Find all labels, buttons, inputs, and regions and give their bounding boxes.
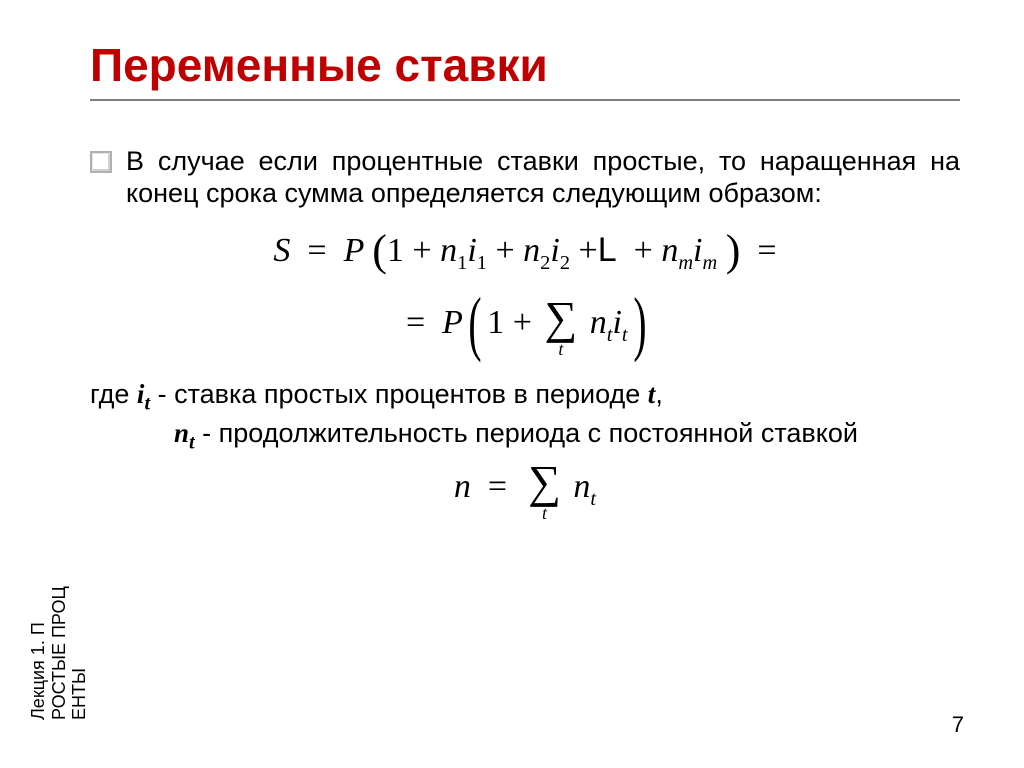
formula-line-1: S = P (1 + n1i1 + n2i2 +L + nmim ) =: [90, 229, 960, 273]
slide-title: Переменные ставки: [90, 40, 960, 91]
formula-line-3: n = ∑ t nt: [90, 459, 960, 520]
formula-line-2: = P ( 1 + ∑ t ntit ): [90, 295, 960, 356]
explain-n: nt - продолжительность периода с постоян…: [90, 417, 960, 456]
square-bullet-icon: [90, 151, 112, 173]
sigma-icon: ∑ t: [528, 459, 561, 520]
explain-i-desc: - ставка простых процентов в периоде: [150, 379, 648, 409]
explain-comma: ,: [655, 379, 663, 409]
slide-content: Переменные ставки В случае если процентн…: [90, 40, 960, 520]
var-n: n: [174, 418, 189, 448]
page-number: 7: [952, 712, 964, 738]
bullet-item: В случае если процентные ставки простые,…: [90, 145, 960, 210]
where-label: где: [90, 379, 137, 409]
title-container: Переменные ставки: [90, 40, 960, 101]
explain-n-desc: - продолжительность периода с постоянной…: [195, 418, 858, 448]
sidebar-lecture-label: Лекция 1. П РОСТЫЕ ПРОЦ ЕНТЫ: [28, 460, 90, 720]
explain-i: где it - ставка простых процентов в пери…: [90, 378, 960, 417]
sigma-icon: ∑ t: [544, 295, 577, 356]
intro-paragraph: В случае если процентные ставки простые,…: [126, 145, 960, 210]
